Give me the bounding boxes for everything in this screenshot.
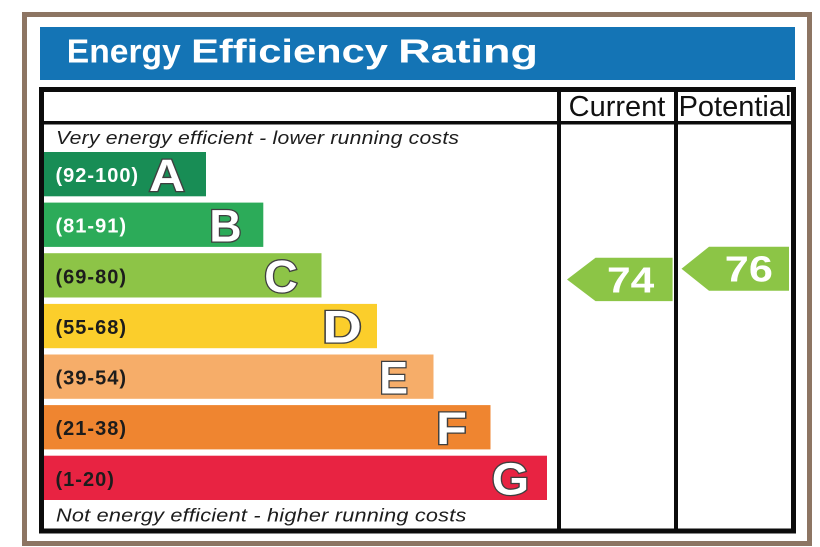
svg-text:(21-38): (21-38) xyxy=(56,418,127,440)
svg-text:Rating: Rating xyxy=(398,33,538,70)
svg-text:A: A xyxy=(149,151,185,201)
svg-text:(69-80): (69-80) xyxy=(56,266,127,288)
svg-text:Potential: Potential xyxy=(679,91,792,123)
svg-text:Current: Current xyxy=(569,91,666,123)
svg-text:74: 74 xyxy=(607,260,654,300)
svg-text:(55-68): (55-68) xyxy=(56,317,127,339)
svg-text:G: G xyxy=(492,454,529,504)
svg-text:D: D xyxy=(322,302,362,352)
svg-text:E: E xyxy=(379,353,408,403)
svg-text:Efficiency: Efficiency xyxy=(191,33,388,70)
svg-text:B: B xyxy=(209,201,241,251)
svg-text:F: F xyxy=(436,404,467,454)
svg-text:Very energy efficient - lower: Very energy efficient - lower running co… xyxy=(56,128,459,148)
svg-text:Energy: Energy xyxy=(67,34,181,71)
svg-text:(1-20): (1-20) xyxy=(56,469,115,491)
svg-text:Not energy efficient - higher: Not energy efficient - higher running co… xyxy=(56,506,467,526)
svg-text:(81-91): (81-91) xyxy=(56,216,127,238)
svg-text:(39-54): (39-54) xyxy=(56,368,127,390)
svg-text:C: C xyxy=(264,252,297,302)
svg-text:76: 76 xyxy=(725,250,773,290)
svg-text:(92-100): (92-100) xyxy=(56,165,140,187)
